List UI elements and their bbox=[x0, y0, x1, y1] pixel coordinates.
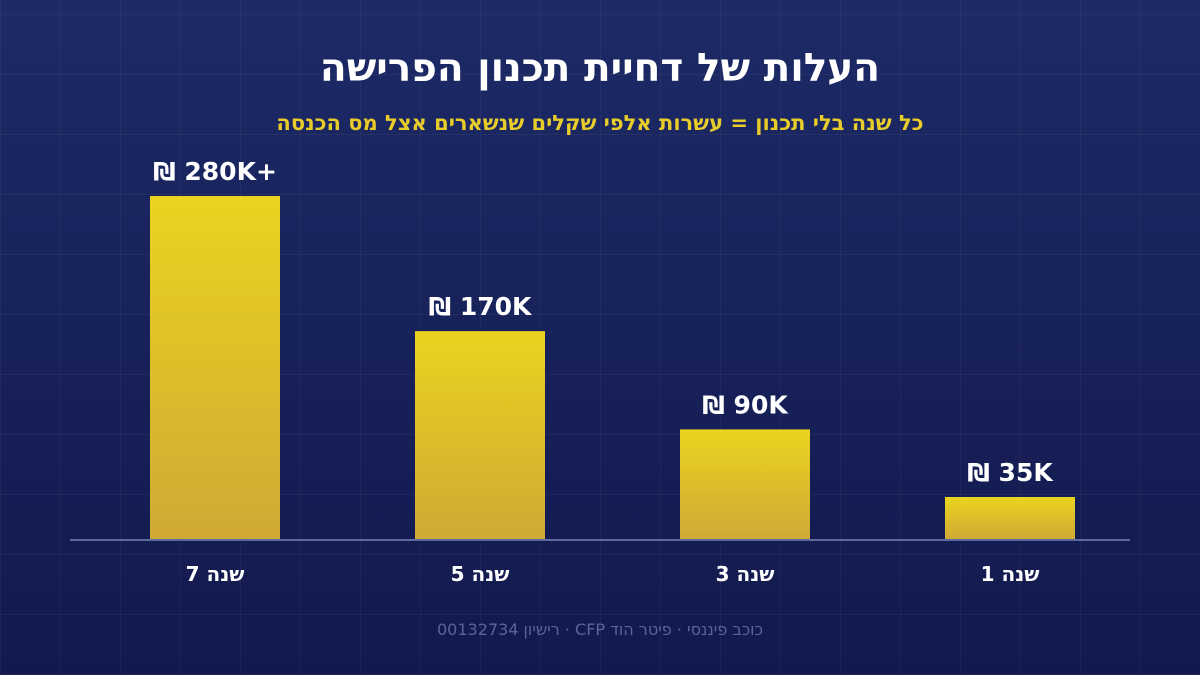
bar bbox=[680, 429, 810, 540]
bar bbox=[150, 196, 280, 540]
bar-value-label: ₪ 90K bbox=[702, 390, 789, 419]
category-label: שנה 7 bbox=[186, 562, 245, 586]
category-label: שנה 1 bbox=[981, 562, 1040, 586]
chart-title: העלות של דחיית תכנון הפרישה bbox=[319, 46, 881, 91]
bar bbox=[945, 497, 1075, 540]
bar-value-label: ₪ 170K bbox=[429, 292, 533, 321]
category-label: שנה 3 bbox=[716, 562, 775, 586]
chart-subtitle: כל שנה בלי תכנון = עשרות אלפי שקלים שנשא… bbox=[276, 111, 924, 135]
bar bbox=[415, 331, 545, 540]
footer-credit: כוכב פיננסי · פיטר הוד CFP · רישיון 0013… bbox=[437, 620, 763, 639]
bars-group: ₪ 280K+ שנה 7 ₪ 170K שנה 5 ₪ 90K שנה 3 ₪ 35K שנ… bbox=[150, 157, 1075, 586]
bar-value-label: ₪ 35K bbox=[967, 458, 1054, 487]
bar-value-label: ₪ 280K+ bbox=[153, 157, 277, 186]
category-label: שנה 5 bbox=[451, 562, 510, 586]
